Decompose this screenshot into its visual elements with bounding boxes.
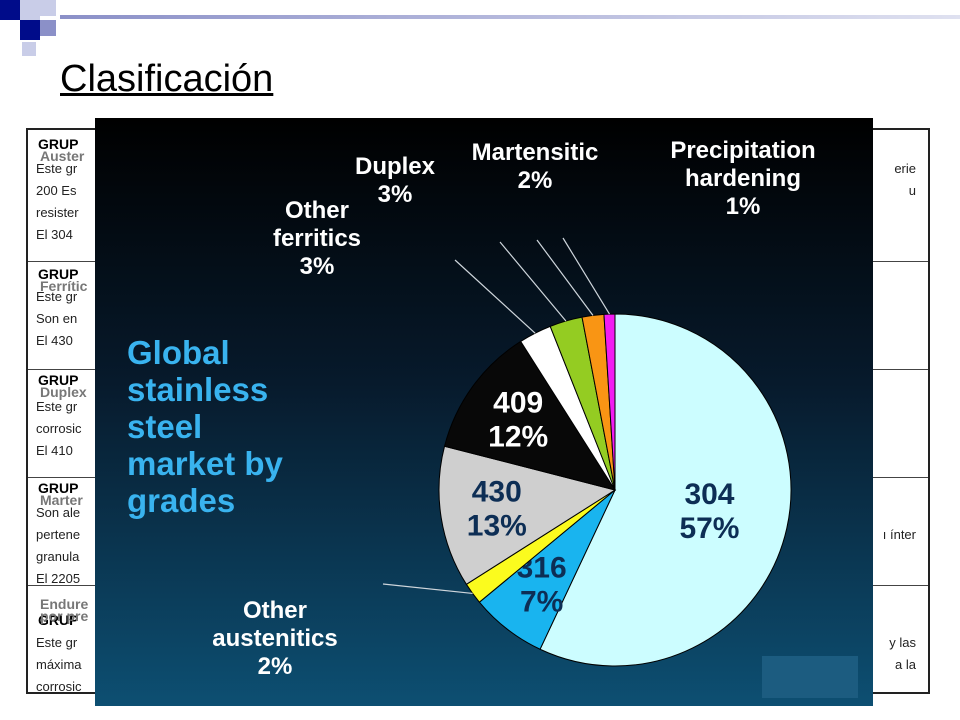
- row-text: Este gr Son en El 430: [36, 286, 918, 352]
- row-text: Este gr 200 Es resister El 304: [36, 158, 918, 246]
- row-ghost-label: Auster: [40, 148, 85, 164]
- row-line: ı ínter: [882, 527, 916, 542]
- corner-square: [22, 42, 36, 56]
- row-line: máxima: [36, 657, 82, 672]
- pie-slice-430: [438, 445, 617, 585]
- slice-label: 430 13%: [467, 476, 527, 543]
- row-line: a la: [895, 657, 916, 672]
- row-line: Este gr: [36, 161, 78, 176]
- corner-square: [40, 0, 56, 16]
- row-line: corrosic: [36, 421, 82, 436]
- title-divider: [60, 15, 960, 19]
- row-text: Son ale pertene granula El 2205: [36, 502, 918, 590]
- leader-line: [382, 583, 473, 595]
- row-label: GRUP: [38, 266, 79, 282]
- slice-label: 409 12%: [488, 387, 548, 454]
- table-row: GRUP Auster Este gr 200 Es resister El 3…: [28, 130, 928, 262]
- row-text: Este gr máxima corrosic: [36, 632, 918, 698]
- slice-label: Other austenitics 2%: [212, 597, 337, 680]
- row-ghost-label: por pre: [40, 608, 89, 624]
- row-right-text: ı ínter: [883, 524, 916, 546]
- slice-label: Other ferritics 3%: [273, 197, 361, 280]
- row-line: pertene: [36, 527, 81, 542]
- row-label: GRUP: [38, 372, 79, 388]
- row-label: GRUP: [38, 480, 79, 496]
- row-line: El 430: [36, 333, 73, 348]
- row-ghost-label: Ferrític: [40, 278, 88, 294]
- pie-chart-panel: 304 57% 316 7% Other austenitics 2% 430 13% 409 12…: [95, 118, 873, 706]
- corner-square-large: [0, 0, 20, 20]
- pie-slice-409: [443, 340, 617, 491]
- row-line: El 304: [36, 227, 73, 242]
- row-line: granula: [36, 549, 80, 564]
- row-text: Este gr corrosic El 410: [36, 396, 918, 462]
- row-ghost-label: Endure: [40, 596, 89, 612]
- leader-line: [499, 241, 567, 322]
- row-line: resister: [36, 205, 79, 220]
- slide-title: Clasificación: [60, 58, 274, 100]
- corner-square: [40, 20, 56, 36]
- row-line: 200 Es: [36, 183, 77, 198]
- table-row: Endure GRUP por pre Este gr máxima corro…: [28, 586, 928, 694]
- row-line: El 410: [36, 443, 73, 458]
- row-line: erie: [894, 161, 916, 176]
- row-ghost-label: Duplex: [40, 384, 87, 400]
- leader-line: [454, 259, 536, 334]
- leader-line: [562, 237, 610, 315]
- slice-label: 304 57%: [679, 478, 739, 545]
- row-line: Este gr: [36, 289, 78, 304]
- slice-label: Martensitic 2%: [472, 139, 599, 194]
- row-right-text: erie u: [894, 158, 916, 202]
- pie-slice-304: [539, 313, 792, 667]
- row-ghost-label: Marter: [40, 492, 83, 508]
- corner-square: [20, 20, 40, 40]
- corner-square: [20, 0, 40, 20]
- row-label: GRUP: [38, 136, 79, 152]
- row-right-text: y las a la: [889, 632, 916, 676]
- row-line: Son ale: [36, 505, 81, 520]
- row-line: Son en: [36, 311, 78, 326]
- pie-chart: 304 57% 316 7% Other austenitics 2% 430 13% 409 12…: [127, 137, 816, 680]
- row-line: Este gr: [36, 399, 78, 414]
- row-line: u: [908, 183, 916, 198]
- chart-title: Global stainless steel market by grades: [127, 334, 284, 519]
- slice-label: Duplex 3%: [355, 153, 436, 208]
- row-line: corrosic: [36, 679, 82, 694]
- row-label: GRUP: [38, 612, 79, 628]
- row-line: El 2205: [36, 571, 81, 586]
- chart-footer-box: [762, 656, 858, 698]
- leader-line: [536, 239, 594, 316]
- row-line: Este gr: [36, 635, 78, 650]
- row-line: y las: [889, 635, 916, 650]
- slice-label: Precipitation hardening 1%: [670, 137, 815, 220]
- slice-label: 316 7%: [517, 552, 567, 619]
- table-row: GRUP Duplex Este gr corrosic El 410: [28, 370, 928, 478]
